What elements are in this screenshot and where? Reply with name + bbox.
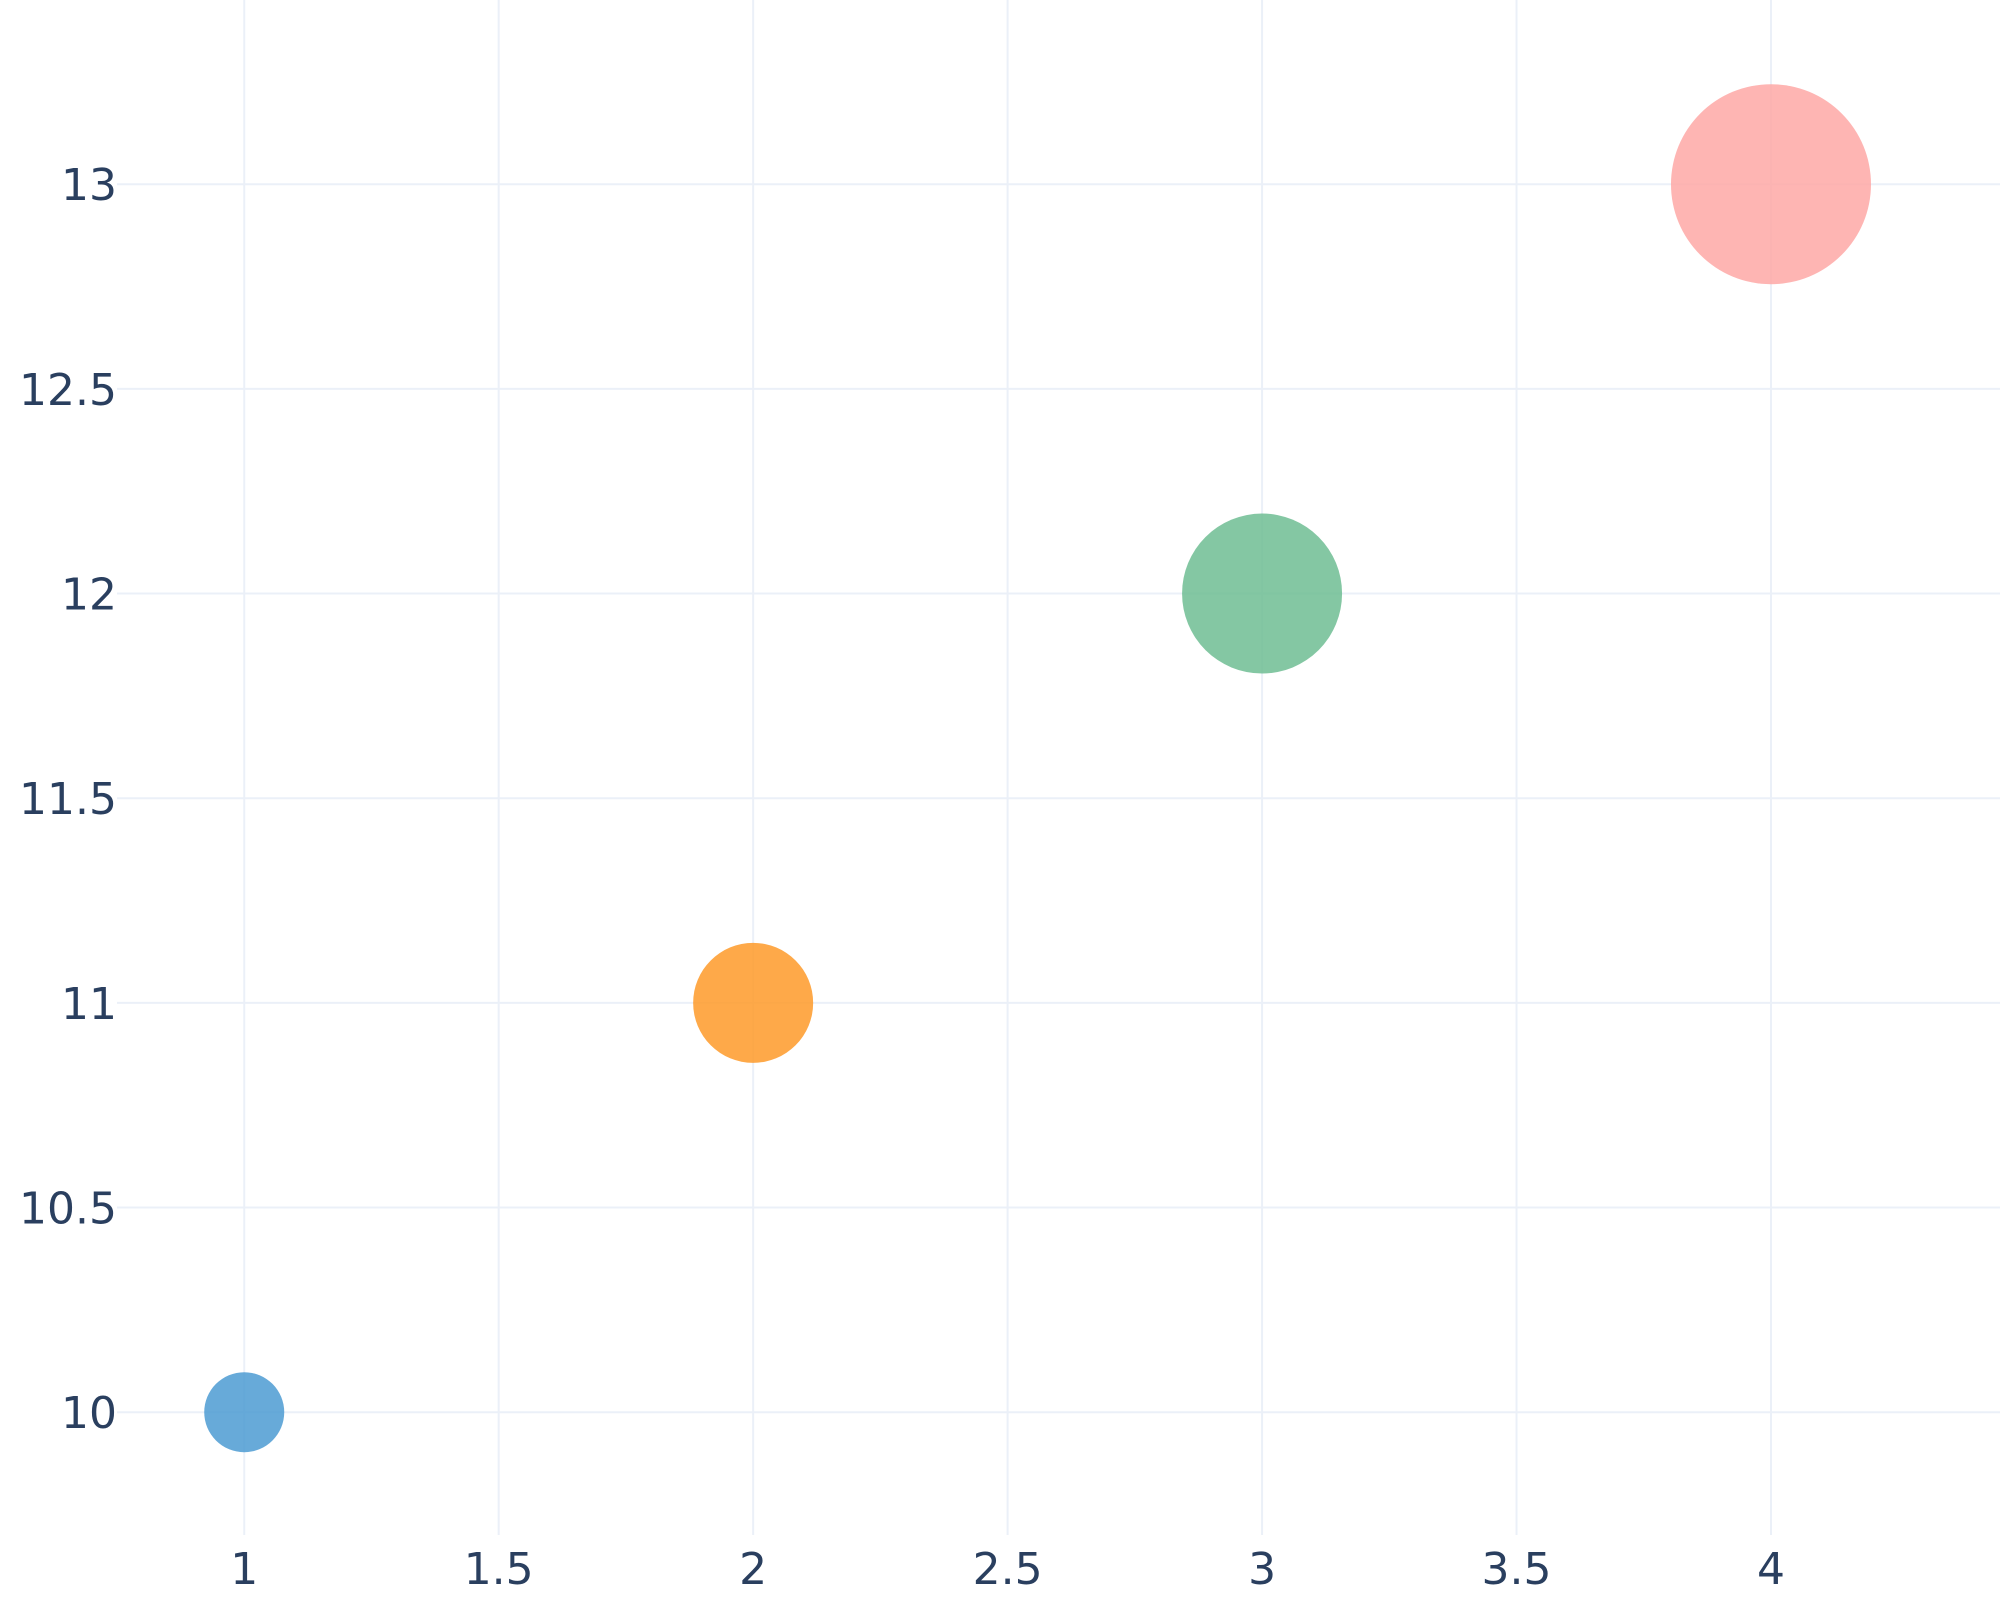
x-tick-label: 2.5 xyxy=(973,1544,1043,1595)
bubble-point-1[interactable] xyxy=(204,1372,285,1453)
x-tick-label: 4 xyxy=(1757,1544,1785,1595)
x-tick-label: 1 xyxy=(230,1544,258,1595)
bubble-point-3[interactable] xyxy=(1182,513,1343,674)
y-tick-label: 12 xyxy=(61,570,117,621)
x-tick-label: 2 xyxy=(739,1544,767,1595)
x-tick-label: 1.5 xyxy=(464,1544,534,1595)
bubble-point-4[interactable] xyxy=(1670,84,1871,285)
y-tick-label: 11 xyxy=(61,979,117,1030)
x-tick-label: 3 xyxy=(1248,1544,1276,1595)
y-tick-label: 12.5 xyxy=(19,365,117,416)
y-tick-label: 11.5 xyxy=(19,774,117,825)
y-tick-label: 13 xyxy=(61,160,117,211)
bubble-point-2[interactable] xyxy=(693,942,814,1063)
x-tick-label: 3.5 xyxy=(1482,1544,1552,1595)
y-tick-label: 10 xyxy=(61,1388,117,1439)
y-tick-label: 10.5 xyxy=(19,1184,117,1235)
x-axis-ticks: 1 1.5 2 2.5 3 3.5 4 xyxy=(230,1544,1785,1595)
points-layer xyxy=(204,84,1871,1453)
y-axis-ticks: 10 10.5 11 11.5 12 12.5 13 xyxy=(19,160,117,1439)
